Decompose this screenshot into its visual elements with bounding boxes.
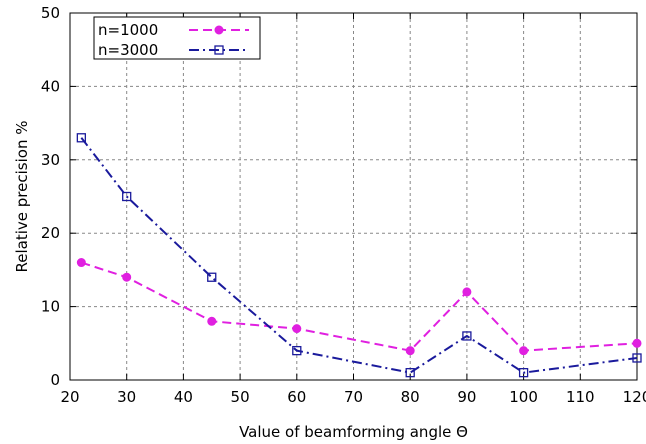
series-1-line [81, 261, 638, 352]
series-2 [76, 133, 642, 378]
x-tick-label: 40 [174, 388, 193, 406]
y-tick-label: 10 [41, 298, 60, 316]
series-1-point [405, 346, 415, 356]
series-1-point [462, 287, 472, 297]
series-1-point [292, 324, 302, 334]
series-1-point [122, 272, 132, 282]
y-tick-label: 40 [41, 77, 60, 95]
series-2-point [462, 331, 472, 341]
series-2-point [76, 133, 86, 143]
y-axis-title: Relative precision % [13, 121, 31, 273]
x-tick-label: 20 [60, 388, 79, 406]
series-layer [76, 133, 642, 378]
series-1-point [632, 338, 642, 348]
series-2-point [405, 368, 415, 378]
y-tick-label: 0 [50, 371, 60, 389]
legend: n=1000 n=3000 [93, 16, 261, 60]
series-1-point [76, 258, 86, 268]
legend-label-1: n=1000 [98, 21, 158, 39]
series-2-line [80, 137, 638, 374]
x-tick-label: 70 [344, 388, 363, 406]
y-tick-label: 20 [41, 224, 60, 242]
axis-ticks: 20 30 40 50 60 70 80 90 100 110 120 0 10 20 30 40 50 [41, 4, 646, 406]
legend-box [93, 16, 261, 60]
series-1-point [207, 316, 217, 326]
series-2-point [207, 272, 217, 282]
legend-marker-1 [214, 25, 224, 35]
x-tick-label: 30 [117, 388, 136, 406]
series-2-point [632, 353, 642, 363]
series-2-point [122, 191, 132, 202]
legend-label-2: n=3000 [98, 41, 158, 59]
grid-lines [70, 13, 637, 380]
x-tick-label: 60 [287, 388, 306, 406]
x-tick-label: 120 [623, 388, 646, 406]
x-tick-label: 100 [509, 388, 538, 406]
y-tick-label: 30 [41, 151, 60, 169]
series-1-point [519, 346, 529, 356]
y-tick-label: 50 [41, 4, 60, 22]
series-1 [76, 258, 642, 356]
x-tick-label: 90 [457, 388, 476, 406]
x-axis-title: Value of beamforming angle Θ [239, 423, 468, 441]
x-tick-label: 80 [401, 388, 420, 406]
x-tick-label: 110 [566, 388, 595, 406]
x-tick-label: 50 [231, 388, 250, 406]
series-2-point [518, 368, 529, 378]
series-2-point [292, 345, 302, 356]
legend-marker-2 [214, 45, 224, 55]
